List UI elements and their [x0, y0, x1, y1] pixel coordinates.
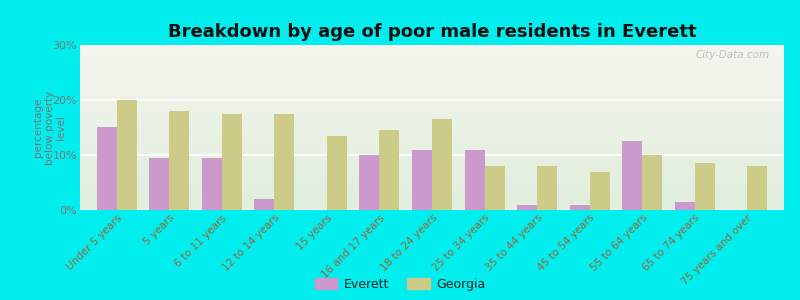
Bar — [622, 141, 642, 210]
Bar — [254, 199, 274, 210]
Y-axis label: percentage
below poverty
level: percentage below poverty level — [33, 90, 66, 165]
Bar — [327, 136, 347, 210]
Bar — [170, 111, 190, 210]
Bar — [150, 158, 170, 210]
Legend: Everett, Georgia: Everett, Georgia — [314, 278, 486, 291]
Bar — [274, 114, 294, 210]
Bar — [412, 149, 432, 210]
Bar — [747, 166, 767, 210]
Bar — [537, 166, 557, 210]
Bar — [465, 149, 485, 210]
Bar — [379, 130, 399, 210]
Bar — [570, 205, 590, 210]
Title: Breakdown by age of poor male residents in Everett: Breakdown by age of poor male residents … — [168, 23, 696, 41]
Bar — [202, 158, 222, 210]
Bar — [97, 128, 117, 210]
Bar — [359, 155, 379, 210]
Bar — [674, 202, 694, 210]
Bar — [222, 114, 242, 210]
Text: City-Data.com: City-Data.com — [696, 50, 770, 60]
Bar — [117, 100, 137, 210]
Bar — [432, 119, 452, 210]
Bar — [590, 172, 610, 210]
Bar — [485, 166, 505, 210]
Bar — [517, 205, 537, 210]
Bar — [642, 155, 662, 210]
Bar — [694, 163, 714, 210]
